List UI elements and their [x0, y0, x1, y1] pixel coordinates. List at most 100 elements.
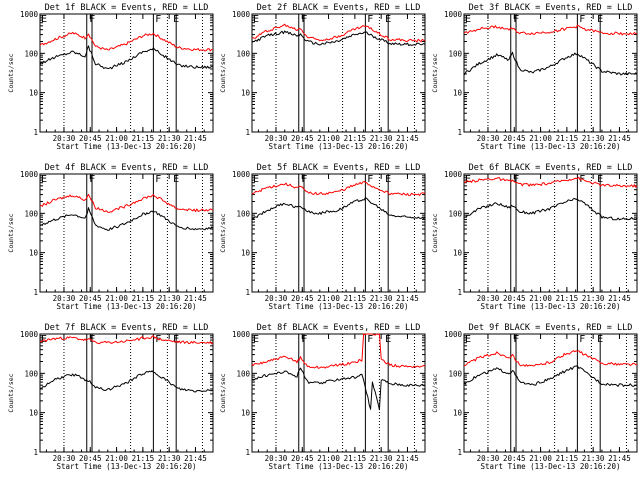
- region-marker: F: [513, 174, 519, 185]
- y-tick-label: 100: [448, 369, 462, 378]
- y-axis-label: Counts/sec: [219, 213, 227, 252]
- x-tick-label: 21:30: [370, 294, 393, 303]
- x-tick-label: 20:30: [477, 134, 500, 143]
- x-tick-label: 20:45: [79, 454, 102, 463]
- x-tick-label: 21:00: [105, 454, 128, 463]
- x-tick-label: 21:00: [529, 294, 552, 303]
- x-tick-label: 21:45: [184, 134, 207, 143]
- x-tick-label: 21:15: [344, 294, 367, 303]
- x-axis-label: Start Time (13-Dec-13 20:16:20): [269, 142, 409, 151]
- y-tick-label: 1: [457, 128, 462, 137]
- region-marker: E: [41, 174, 47, 185]
- y-tick-label: 1: [457, 448, 462, 457]
- y-tick-label: 10: [453, 409, 463, 418]
- y-tick-label: 1: [33, 128, 38, 137]
- panel-title: Det 5f BLACK = Events, RED = LLD: [257, 163, 421, 173]
- series-line-lld: [463, 24, 638, 36]
- region-marker: F: [367, 334, 373, 345]
- region-marker: E: [173, 174, 179, 185]
- y-tick-label: 1: [457, 288, 462, 297]
- y-tick-label: 10: [453, 249, 463, 258]
- y-tick-label: 1: [33, 448, 38, 457]
- region-marker: F: [579, 14, 585, 25]
- x-tick-label: 20:45: [503, 454, 526, 463]
- series-line-lld: [39, 193, 214, 213]
- panel-1: Det 1f BLACK = Events, RED = LLD 1 10 100 10…: [7, 3, 214, 151]
- x-tick-label: 21:15: [556, 134, 579, 143]
- x-tick-label: 21:00: [317, 454, 340, 463]
- x-tick-label: 21:00: [105, 294, 128, 303]
- x-tick-label: 21:15: [132, 134, 155, 143]
- y-tick-label: 1000: [444, 10, 463, 19]
- region-marker: F: [301, 174, 307, 185]
- y-tick-label: 1000: [20, 170, 39, 179]
- y-axis-label: Counts/sec: [431, 53, 439, 92]
- x-tick-label: 21:00: [529, 454, 552, 463]
- region-marker: E: [597, 174, 603, 185]
- series-line-lld: [252, 23, 426, 43]
- series-line-lld: [463, 176, 638, 188]
- plot-frame: [463, 173, 638, 293]
- series-line-lld: [251, 180, 426, 197]
- x-tick-label: 20:30: [53, 134, 76, 143]
- x-tick-label: 21:30: [582, 294, 605, 303]
- x-axis-label: Start Time (13-Dec-13 20:16:20): [269, 462, 409, 471]
- y-tick-label: 1: [245, 288, 250, 297]
- series-line-events: [463, 51, 638, 76]
- x-tick-label: 21:30: [158, 454, 181, 463]
- region-marker: E: [173, 334, 179, 345]
- series-line-events: [463, 198, 638, 221]
- x-tick-label: 21:15: [556, 294, 579, 303]
- x-axis-label: Start Time (13-Dec-13 20:16:20): [481, 462, 621, 471]
- panel-title: Det 1f BLACK = Events, RED = LLD: [45, 3, 209, 13]
- x-tick-label: 21:15: [344, 454, 367, 463]
- series-line-events: [251, 30, 426, 47]
- x-tick-label: 20:45: [79, 294, 102, 303]
- y-tick-label: 1000: [232, 10, 251, 19]
- y-tick-label: 10: [29, 409, 39, 418]
- x-tick-label: 21:45: [184, 454, 207, 463]
- x-tick-label: 21:15: [132, 454, 155, 463]
- region-marker: E: [41, 14, 47, 25]
- region-marker: E: [173, 14, 179, 25]
- x-tick-label: 20:45: [291, 134, 314, 143]
- panel-title: Det 8f BLACK = Events, RED = LLD: [257, 323, 421, 333]
- y-tick-label: 100: [448, 49, 462, 58]
- panel-title: Det 2f BLACK = Events, RED = LLD: [257, 3, 421, 13]
- series-line-events: [39, 207, 214, 231]
- region-marker: F: [155, 174, 161, 185]
- region-marker: E: [385, 14, 391, 25]
- x-tick-label: 20:45: [291, 294, 314, 303]
- y-axis-label: Counts/sec: [7, 53, 15, 92]
- x-axis-label: Start Time (13-Dec-13 20:16:20): [481, 302, 621, 311]
- panel-3: Det 3f BLACK = Events, RED = LLD 1 10 100 10…: [431, 3, 638, 151]
- y-tick-label: 1: [33, 288, 38, 297]
- y-tick-label: 100: [24, 209, 38, 218]
- x-tick-label: 20:45: [503, 294, 526, 303]
- y-tick-label: 100: [448, 209, 462, 218]
- y-tick-label: 1000: [444, 170, 463, 179]
- y-tick-label: 100: [236, 209, 250, 218]
- region-marker: E: [253, 174, 259, 185]
- panel-title: Det 4f BLACK = Events, RED = LLD: [45, 163, 209, 173]
- region-marker: F: [89, 334, 95, 345]
- panel-2: Det 2f BLACK = Events, RED = LLD 1 10 100 10…: [219, 3, 426, 151]
- y-tick-label: 10: [29, 249, 39, 258]
- region-marker: F: [89, 14, 95, 25]
- y-tick-label: 10: [453, 89, 463, 98]
- x-tick-label: 21:45: [608, 134, 631, 143]
- plot-frame: [251, 333, 426, 453]
- x-tick-label: 21:30: [370, 134, 393, 143]
- x-tick-label: 21:00: [529, 134, 552, 143]
- panel-title: Det 3f BLACK = Events, RED = LLD: [469, 3, 633, 13]
- series-line-events: [39, 370, 214, 393]
- x-tick-label: 20:30: [477, 454, 500, 463]
- region-marker: E: [597, 334, 603, 345]
- x-axis-label: Start Time (13-Dec-13 20:16:20): [57, 302, 197, 311]
- plot-frame: [39, 173, 214, 293]
- x-axis-label: Start Time (13-Dec-13 20:16:20): [57, 142, 197, 151]
- region-marker: F: [301, 334, 307, 345]
- y-tick-label: 1000: [20, 10, 39, 19]
- x-tick-label: 21:30: [370, 454, 393, 463]
- x-tick-label: 21:30: [582, 134, 605, 143]
